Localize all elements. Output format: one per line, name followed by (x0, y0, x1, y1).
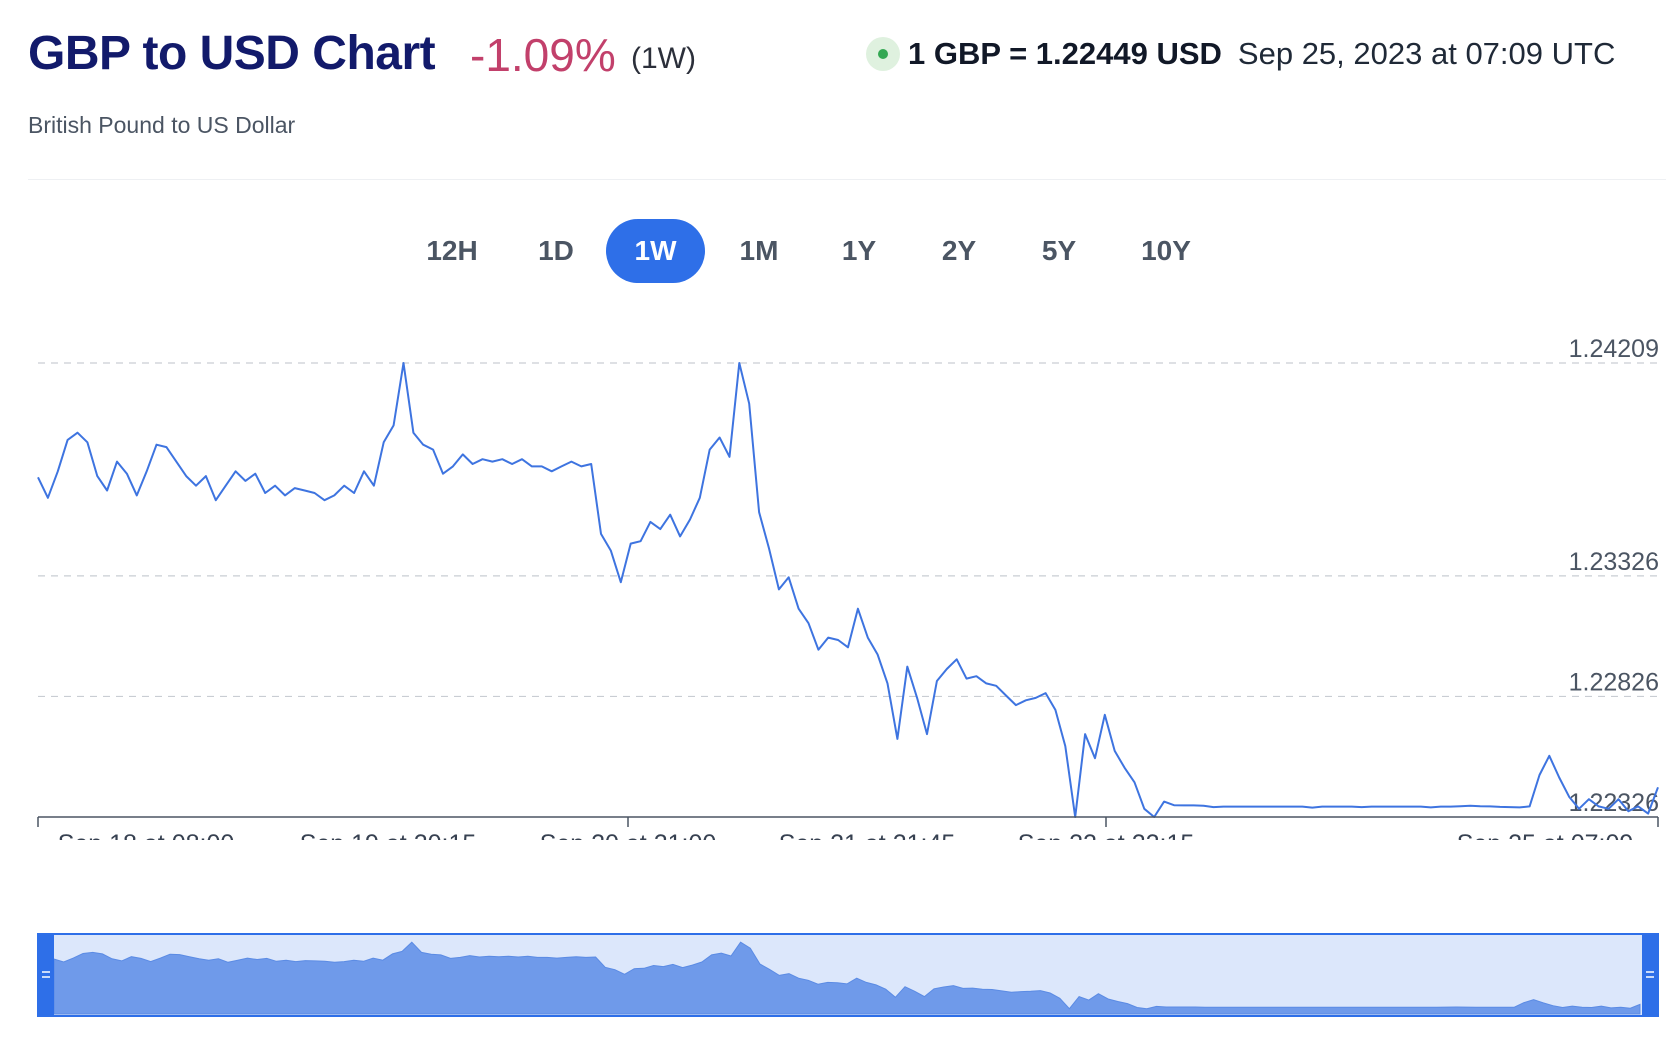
x-tick-label: Sep 21 at 21:45 (779, 830, 956, 840)
tab-5y[interactable]: 5Y (1041, 235, 1077, 266)
series-line[interactable] (37, 362, 1659, 818)
navigator-handle-right[interactable] (1642, 934, 1658, 1016)
header-divider (28, 179, 1666, 180)
range-navigator[interactable] (0, 928, 1680, 1044)
navigator-handle-right-bar (1642, 934, 1658, 1016)
x-tick-label: Sep 22 at 22:15 (1018, 830, 1195, 840)
page-subtitle: British Pound to US Dollar (28, 112, 296, 138)
x-tick-label: Sep 18 at 08:00 (58, 830, 235, 840)
change-percent: -1.09% (470, 29, 616, 81)
x-tick-label: Sep 19 at 20:15 (300, 830, 477, 840)
tab-1y[interactable]: 1Y (841, 235, 877, 266)
navigator-handle-left-bar (38, 934, 54, 1016)
tab-1d[interactable]: 1D (538, 235, 574, 266)
navigator-handle-left[interactable] (38, 934, 54, 1016)
x-tick-label: Sep 20 at 21:00 (540, 830, 717, 840)
x-tick-label: Sep 25 at 07:09 (1457, 830, 1634, 840)
tab-2y[interactable]: 2Y (941, 235, 977, 266)
range-tabs: 12H 1D 1W 1M 1Y 2Y 5Y 10Y (0, 219, 1680, 285)
tab-12h[interactable]: 12H (426, 235, 478, 266)
period-label: (1W) (631, 42, 696, 75)
live-status-icon (866, 37, 900, 71)
y-tick-label: 1.23326 (1569, 548, 1659, 576)
chart-header: GBP to USD Chart -1.09% (1W) (28, 26, 1680, 86)
y-tick-label: 1.22826 (1569, 668, 1659, 696)
tab-10y[interactable]: 10Y (1141, 235, 1191, 266)
tab-1w[interactable]: 1W (606, 219, 705, 283)
live-rate: 1 GBP = 1.22449 USD Sep 25, 2023 at 07:0… (866, 32, 1615, 76)
rate-text: 1 GBP = 1.22449 USD (908, 36, 1222, 71)
page-title: GBP to USD Chart (28, 27, 436, 80)
rate-timestamp: Sep 25, 2023 at 07:09 UTC (1237, 36, 1616, 71)
y-tick-label: 1.24209 (1569, 335, 1659, 363)
tab-1m[interactable]: 1M (739, 235, 779, 266)
navigator-area (53, 941, 1641, 1015)
